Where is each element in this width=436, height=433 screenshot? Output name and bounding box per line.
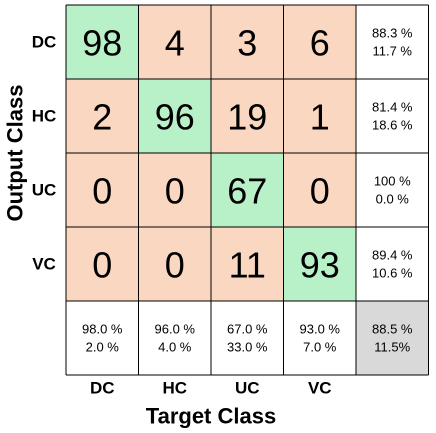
row-summary-error: 10.6 %	[372, 266, 413, 281]
matrix-cell	[283, 79, 356, 153]
matrix-cells: 98 4 3 6 2 96 19 1 0 0 67 0 0 0 11 93 88.3 % 11.7 % 81.4 %…	[65, 4, 429, 376]
row-summary-cell	[356, 79, 429, 153]
matrix-cell-value: 0	[92, 171, 112, 212]
row-summary-correct: 81.4 %	[372, 100, 413, 115]
matrix-cell-value: 0	[92, 245, 112, 286]
col-summary-error: 7.0 %	[303, 340, 337, 355]
row-summary-correct: 89.4 %	[372, 248, 413, 263]
col-summary-correct: 93.0 %	[300, 322, 341, 337]
y-tick-label: HC	[32, 107, 57, 126]
row-summary-error: 18.6 %	[372, 118, 413, 133]
row-summary-error: 11.7 %	[372, 44, 412, 59]
y-axis-title: Output Class	[3, 85, 28, 222]
col-summary-correct: 96.0 %	[155, 322, 196, 337]
matrix-cell	[138, 79, 211, 153]
col-summary-cell	[66, 301, 139, 375]
matrix-cell	[211, 79, 284, 153]
x-tick-label: UC	[235, 379, 260, 398]
col-summary-correct: 98.0 %	[82, 322, 123, 337]
matrix-cell	[283, 227, 356, 301]
matrix-cell-value: 67	[227, 171, 267, 212]
y-tick-label: UC	[32, 181, 57, 200]
matrix-cell	[138, 227, 211, 301]
row-summary-correct: 100 %	[374, 174, 411, 189]
y-tick-label: DC	[32, 33, 57, 52]
y-tick-label: VC	[32, 255, 56, 274]
row-summary-correct: 88.3 %	[372, 26, 413, 41]
matrix-cell-value: 98	[82, 23, 122, 64]
overall-accuracy: 88.5 %	[372, 322, 413, 337]
matrix-cell	[138, 5, 211, 79]
x-tick-label: HC	[162, 379, 187, 398]
matrix-cell	[211, 5, 284, 79]
matrix-cell	[283, 5, 356, 79]
col-summary-correct: 67.0 %	[227, 322, 268, 337]
col-summary-cell	[283, 301, 356, 375]
matrix-cell-value: 11	[229, 245, 266, 286]
x-tick-label: DC	[90, 379, 115, 398]
matrix-cell	[66, 5, 139, 79]
matrix-cell-value: 93	[300, 245, 340, 286]
x-tick-label: VC	[308, 379, 332, 398]
matrix-cell	[66, 153, 139, 227]
matrix-cell-value: 96	[155, 97, 195, 138]
matrix-cell	[66, 79, 139, 153]
matrix-cell-value: 1	[310, 97, 330, 138]
matrix-cell-value: 0	[165, 171, 185, 212]
overall-error: 11.5%	[374, 340, 410, 355]
matrix-cell	[283, 153, 356, 227]
overall-cell	[356, 301, 429, 375]
matrix-cell-value: 0	[310, 171, 330, 212]
row-summary-error: 0.0 %	[376, 192, 410, 207]
matrix-cell	[211, 153, 284, 227]
matrix-cell-value: 19	[227, 97, 267, 138]
row-summary-cell	[356, 153, 429, 227]
row-summary-cell	[356, 5, 429, 79]
matrix-cell-value: 0	[165, 245, 185, 286]
axis-labels: DC HC UC VC DC HC UC VC Target Class Output Class	[3, 33, 332, 429]
row-summary-cell	[356, 227, 429, 301]
x-axis-title: Target Class	[146, 404, 276, 429]
matrix-cell	[138, 153, 211, 227]
matrix-cell	[211, 227, 284, 301]
col-summary-error: 2.0 %	[86, 340, 120, 355]
matrix-cell	[66, 227, 139, 301]
col-summary-cell	[211, 301, 284, 375]
matrix-cell-value: 4	[165, 23, 185, 64]
matrix-cell-value: 3	[237, 23, 257, 64]
col-summary-error: 4.0 %	[158, 340, 192, 355]
col-summary-cell	[138, 301, 211, 375]
matrix-cell-value: 6	[310, 23, 330, 64]
matrix-cell-value: 2	[92, 97, 112, 138]
col-summary-error: 33.0 %	[227, 340, 268, 355]
